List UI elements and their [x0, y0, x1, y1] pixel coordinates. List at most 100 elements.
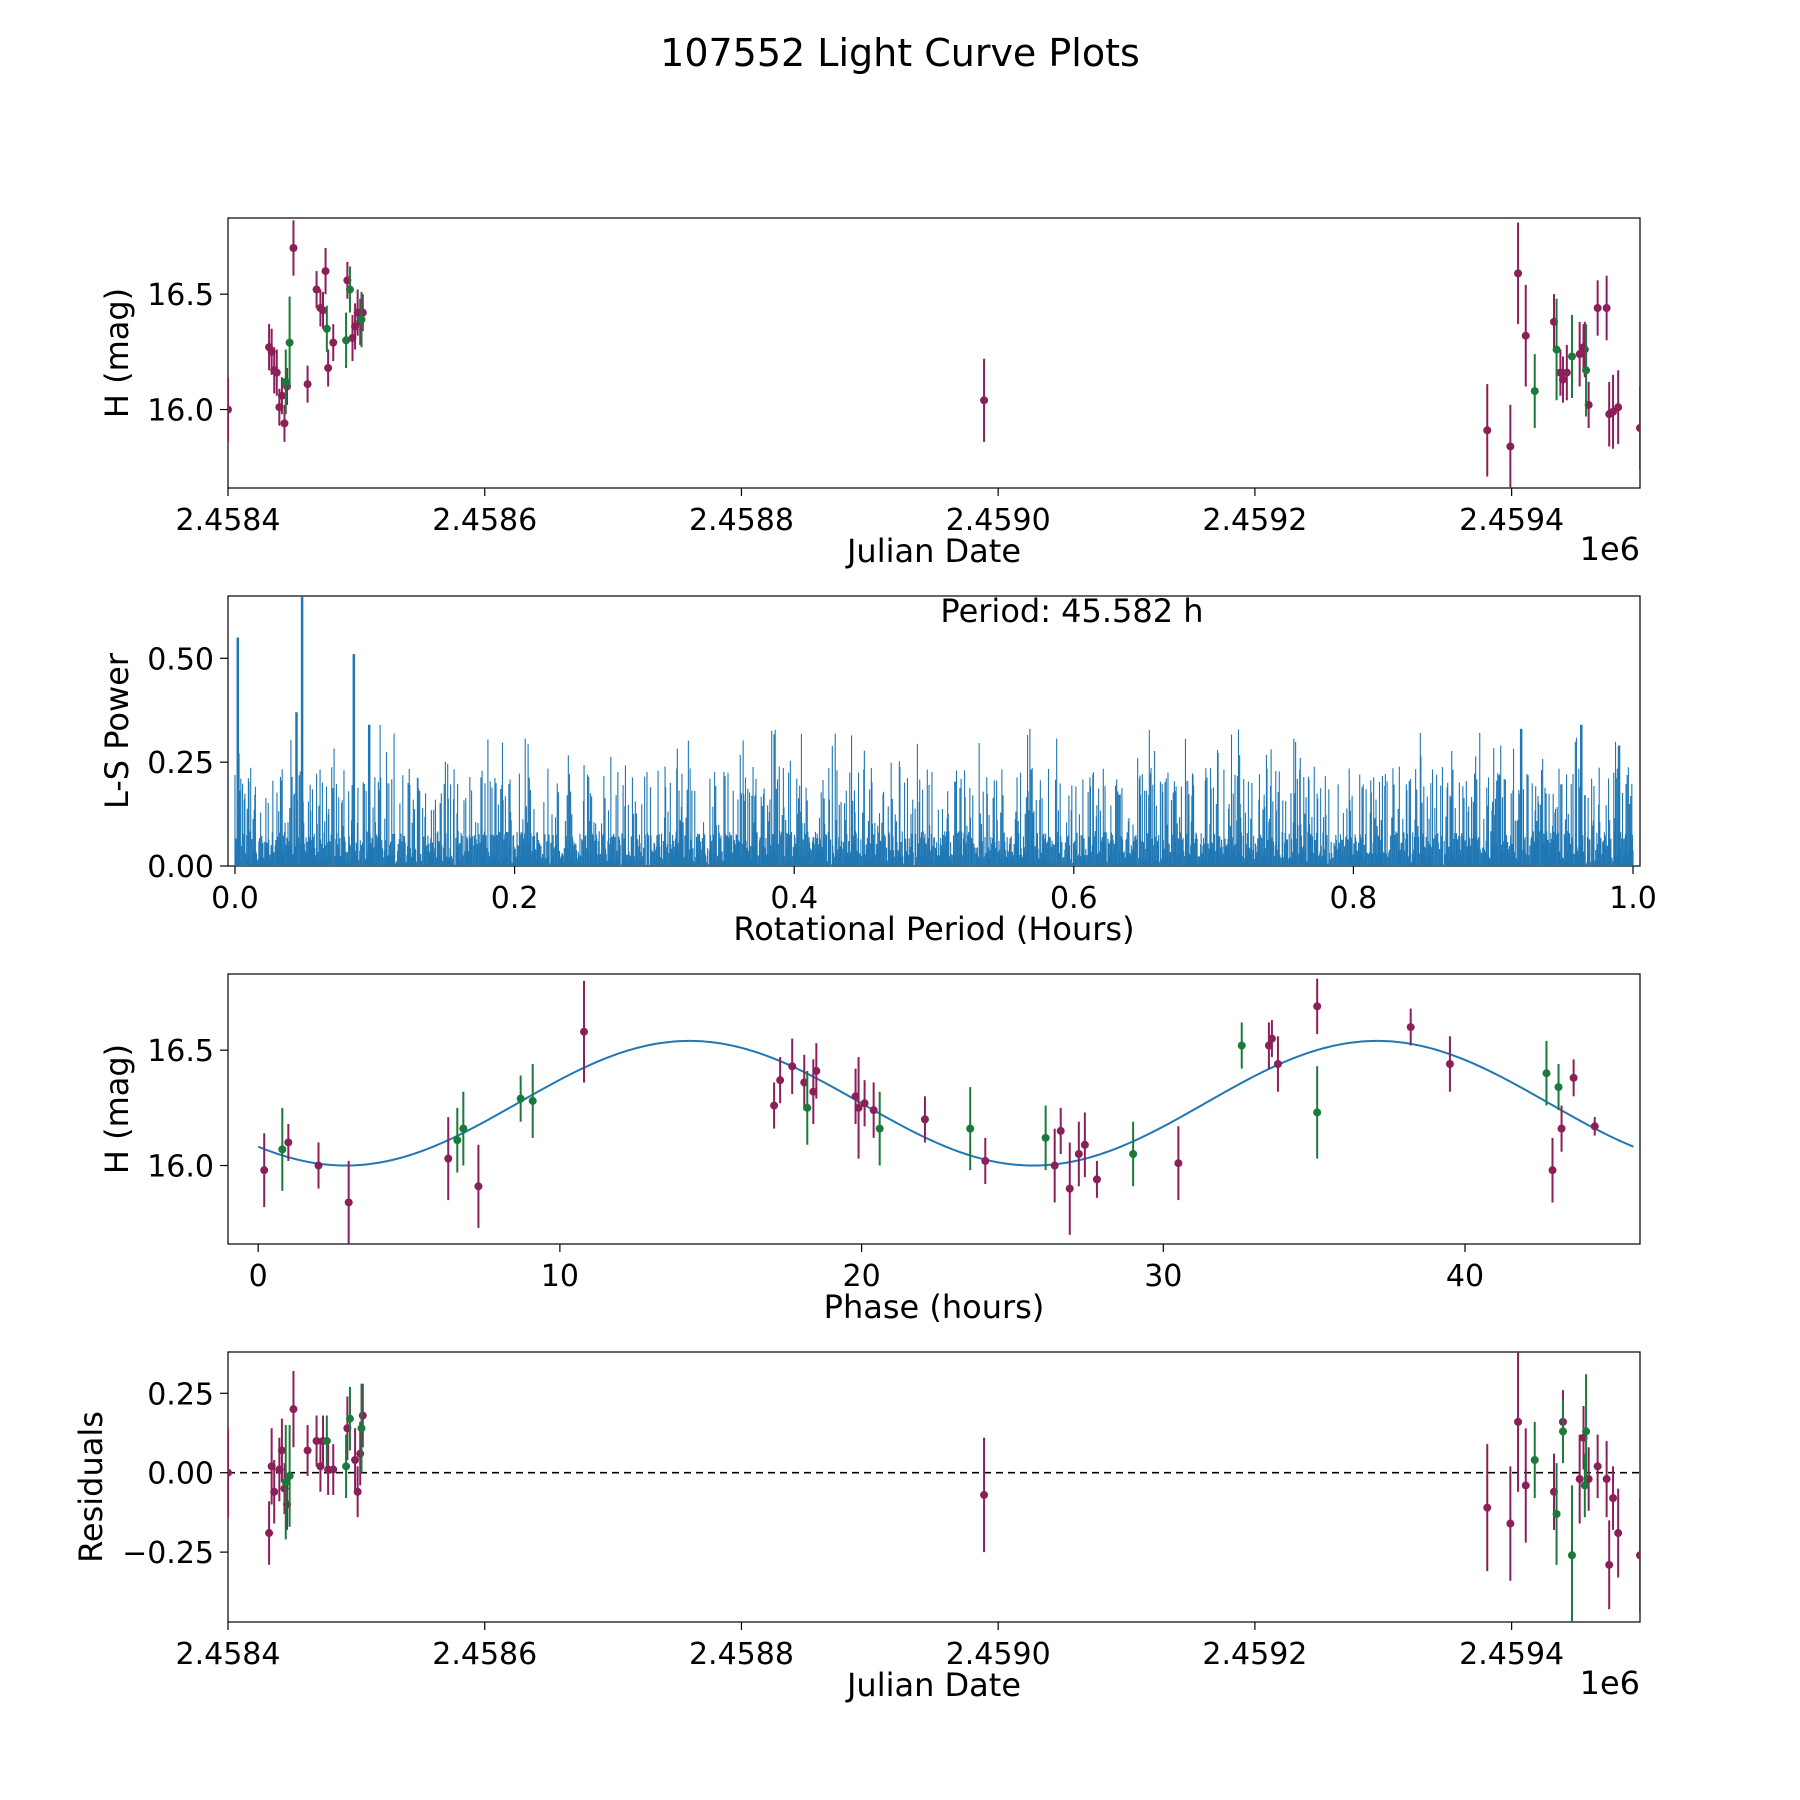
- light-curve-points: [228, 220, 1640, 488]
- phased-curve-point-purple: [1406, 1023, 1415, 1032]
- phased-curve-panel: Phase (hours) H (mag) 0 10 20 30 40 16.0 16.5: [98, 973, 1641, 1326]
- phased-curve-points: [260, 978, 1599, 1244]
- light-curve-point-purple: [1575, 350, 1584, 359]
- residuals-point-green: [1582, 1427, 1591, 1436]
- residuals-xtick-label: 2.4586: [432, 1637, 537, 1672]
- periodogram-xtick-label: 0.8: [1330, 881, 1378, 916]
- periodogram-xtick-label: 0.4: [770, 881, 818, 916]
- phased-curve-xtick-label: 0: [249, 1259, 268, 1294]
- light-curve-point-purple: [272, 368, 281, 377]
- residuals-point-purple: [329, 1465, 338, 1474]
- residuals-point-purple: [265, 1529, 274, 1538]
- residuals-point-green: [1530, 1456, 1539, 1464]
- phased-curve-point-purple: [1065, 1184, 1074, 1193]
- phased-curve-point-purple: [1174, 1159, 1183, 1168]
- residuals-point-purple: [356, 1449, 365, 1458]
- light-curve-point-purple: [1506, 442, 1515, 451]
- light-curve-point-purple: [1483, 426, 1492, 435]
- light-curve-point-purple: [1514, 269, 1523, 278]
- phased-curve-xlabel: Phase (hours): [824, 1288, 1045, 1326]
- phased-curve-point-green: [966, 1124, 975, 1133]
- residuals-point-purple: [1521, 1481, 1530, 1490]
- light-curve-xlabel: Julian Date: [845, 532, 1021, 570]
- phased-curve-point-purple: [580, 1027, 589, 1036]
- residuals-point-purple: [351, 1456, 360, 1464]
- phased-curve-ylabel: H (mag): [98, 1044, 136, 1174]
- light-curve-xtick-label: 2.4590: [946, 503, 1051, 538]
- phased-curve-point-purple: [776, 1076, 785, 1085]
- light-curve-point-purple: [358, 308, 367, 317]
- residuals-point-green: [342, 1462, 351, 1471]
- residuals-xtick-label: 2.4590: [946, 1637, 1051, 1672]
- light-curve-point-green: [1552, 345, 1561, 354]
- phased-curve-point-purple: [260, 1166, 269, 1175]
- phased-curve-point-purple: [854, 1103, 863, 1112]
- phased-curve-point-purple: [1445, 1060, 1454, 1068]
- residuals-frame: [227, 1351, 1641, 1623]
- residuals-point-purple: [1593, 1462, 1602, 1471]
- phased-curve-ytick-label: 16.0: [147, 1150, 214, 1185]
- residuals-ytick-label: −0.25: [122, 1536, 214, 1571]
- phased-curve-point-green: [278, 1145, 287, 1154]
- phased-curve-point-purple: [344, 1198, 353, 1207]
- light-curve-point-purple: [1580, 345, 1589, 354]
- residuals-point-green: [322, 1436, 331, 1445]
- residuals-point-purple: [1614, 1529, 1623, 1538]
- residuals-point-purple: [303, 1446, 312, 1455]
- light-curve-xtick-label: 2.4584: [176, 503, 281, 538]
- residuals-point-purple: [1514, 1417, 1523, 1426]
- light-curve-point-purple: [1521, 331, 1530, 340]
- light-curve-point-green: [342, 336, 351, 345]
- residuals-point-purple: [277, 1446, 286, 1455]
- light-curve-point-purple: [228, 405, 232, 414]
- residuals-point-purple: [1506, 1519, 1515, 1528]
- phased-curve-point-purple: [1569, 1073, 1578, 1082]
- periodogram-xlabel: Rotational Period (Hours): [733, 910, 1134, 948]
- phased-curve-point-green: [1313, 1108, 1322, 1117]
- phased-curve-point-purple: [314, 1161, 323, 1170]
- light-curve-point-purple: [289, 244, 298, 252]
- phased-curve-point-green: [875, 1124, 884, 1133]
- phased-curve-point-green: [803, 1103, 812, 1112]
- phased-curve-point-purple: [1590, 1122, 1599, 1131]
- residuals-ylabel: Residuals: [72, 1411, 110, 1563]
- residuals-point-green: [1558, 1427, 1567, 1436]
- phased-curve-point-purple: [770, 1101, 779, 1110]
- light-curve-point-purple: [280, 419, 289, 428]
- light-curve-xtick-label: 2.4586: [432, 503, 537, 538]
- residuals-point-purple: [353, 1487, 362, 1496]
- residuals-offset-label: 1e6: [1580, 1664, 1640, 1702]
- light-curve-point-green: [357, 315, 366, 324]
- phased-curve-point-purple: [1264, 1041, 1273, 1050]
- light-curve-offset-label: 1e6: [1580, 530, 1640, 568]
- residuals-xtick-label: 2.4588: [689, 1637, 794, 1672]
- phased-curve-point-purple: [860, 1099, 869, 1108]
- light-curve-point-green: [345, 285, 354, 294]
- phased-curve-point-purple: [1092, 1175, 1101, 1184]
- phased-model-curve: [257, 1039, 1634, 1167]
- residuals-panel: Julian Date Residuals 1e6 2.4584 2.4586 2.…: [72, 1351, 1641, 1704]
- phased-curve-xtick-label: 40: [1446, 1259, 1484, 1294]
- residuals-point-purple: [1575, 1475, 1584, 1484]
- light-curve-point-purple: [1558, 375, 1567, 384]
- phased-curve-point-purple: [788, 1062, 797, 1071]
- light-curve-xtick-label: 2.4594: [1459, 503, 1564, 538]
- periodogram-ytick-label: 0.25: [147, 746, 214, 781]
- phased-curve-point-purple: [800, 1078, 809, 1087]
- residuals-ytick-label: 0.25: [147, 1377, 214, 1412]
- periodogram-annotation: Period: 45.582 h: [940, 592, 1203, 630]
- phased-curve-point-green: [459, 1124, 468, 1133]
- phased-curve-point-purple: [1056, 1126, 1065, 1135]
- light-curve-point-purple: [1636, 424, 1640, 432]
- residuals-point-purple: [228, 1468, 232, 1477]
- periodogram-xtick-label: 1.0: [1609, 881, 1657, 916]
- phased-curve-point-purple: [1080, 1140, 1089, 1149]
- light-curve-point-green: [322, 324, 331, 333]
- light-curve-point-purple: [1609, 407, 1618, 416]
- phased-curve-point-purple: [1074, 1150, 1083, 1158]
- phased-curve-point-purple: [1273, 1060, 1282, 1068]
- phased-curve-ytick-label: 16.5: [147, 1034, 214, 1069]
- residuals-point-purple: [1483, 1503, 1492, 1512]
- residuals-point-purple: [289, 1405, 298, 1414]
- residuals-point-purple: [312, 1436, 321, 1445]
